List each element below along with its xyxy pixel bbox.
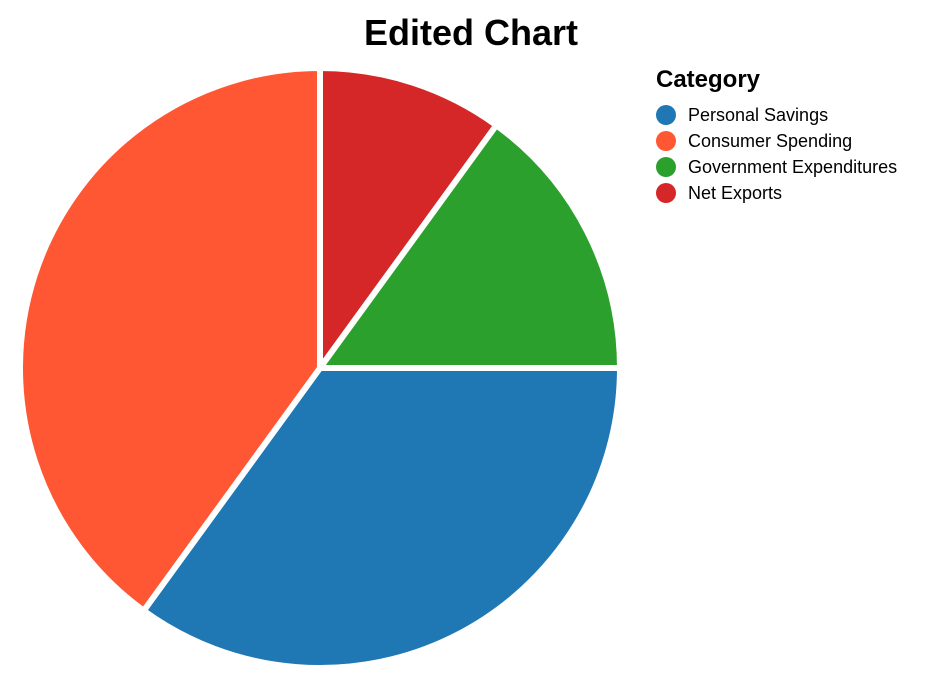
legend-swatch xyxy=(656,157,676,177)
legend-swatch xyxy=(656,183,676,203)
chart-title: Edited Chart xyxy=(363,12,578,53)
legend: Category Personal Savings Consumer Spendi… xyxy=(656,66,897,206)
legend-items: Personal Savings Consumer Spending Governm… xyxy=(656,102,897,206)
legend-item-consumer-spending: Consumer Spending xyxy=(656,128,897,154)
legend-title: Category xyxy=(656,66,761,93)
legend-label: Consumer Spending xyxy=(688,130,853,151)
legend-item-net-exports: Net Exports xyxy=(656,180,897,206)
legend-swatch xyxy=(656,105,676,125)
pie-slice-government-expenditures xyxy=(317,122,623,371)
legend-label: Government Expenditures xyxy=(688,156,898,177)
pie-slice-personal-savings xyxy=(140,365,623,672)
legend-label: Net Exports xyxy=(688,182,783,203)
legend-item-personal-savings: Personal Savings xyxy=(656,102,897,128)
legend-item-government-expenditures: Government Expenditures xyxy=(656,154,897,180)
pie-slice-net-exports xyxy=(317,65,500,371)
legend-label: Personal Savings xyxy=(688,104,829,125)
legend-swatch xyxy=(656,131,676,151)
pie-slice-consumer-spending xyxy=(16,65,323,614)
